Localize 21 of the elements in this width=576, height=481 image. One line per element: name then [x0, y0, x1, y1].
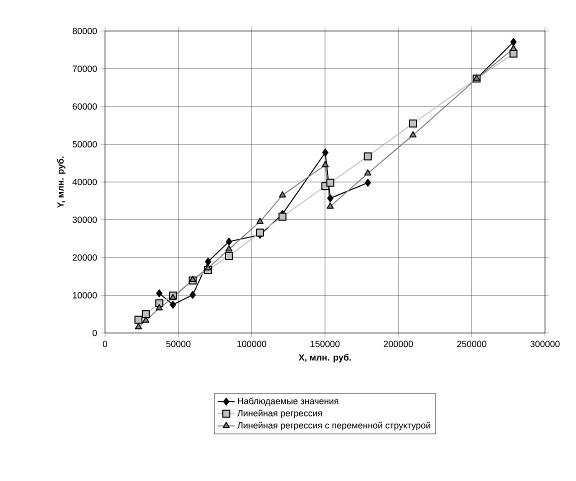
x-tick-label: 0	[102, 340, 108, 348]
x-tick-label: 100000	[237, 340, 266, 348]
y-axis-title: Y, млн. руб.	[57, 156, 66, 208]
legend-label: Линейная регрессия	[237, 410, 322, 418]
y-tick-label: 20000	[72, 254, 97, 261]
legend-label: Линейная регрессия с переменной структурой	[237, 422, 430, 430]
x-tick-label: 250000	[457, 340, 486, 348]
x-tick-label: 150000	[310, 340, 340, 348]
x-tick-label: 300000	[530, 340, 560, 348]
y-tick-label: 50000	[72, 141, 97, 148]
y-tick-label: 30000	[72, 216, 97, 223]
x-tick-label: 200000	[384, 340, 413, 348]
y-tick-label: 40000	[72, 178, 97, 186]
x-axis-title: X, млн. руб.	[298, 354, 351, 362]
legend-label: Наблюдаемые значения	[238, 398, 338, 406]
y-tick-label: 70000	[72, 66, 97, 72]
y-tick-label: 0	[92, 330, 97, 336]
x-tick-label: 50000	[166, 340, 190, 348]
y-tick-label: 80000	[72, 28, 97, 34]
y-tick-label: 10000	[72, 292, 97, 298]
y-tick-label: 60000	[72, 103, 97, 110]
